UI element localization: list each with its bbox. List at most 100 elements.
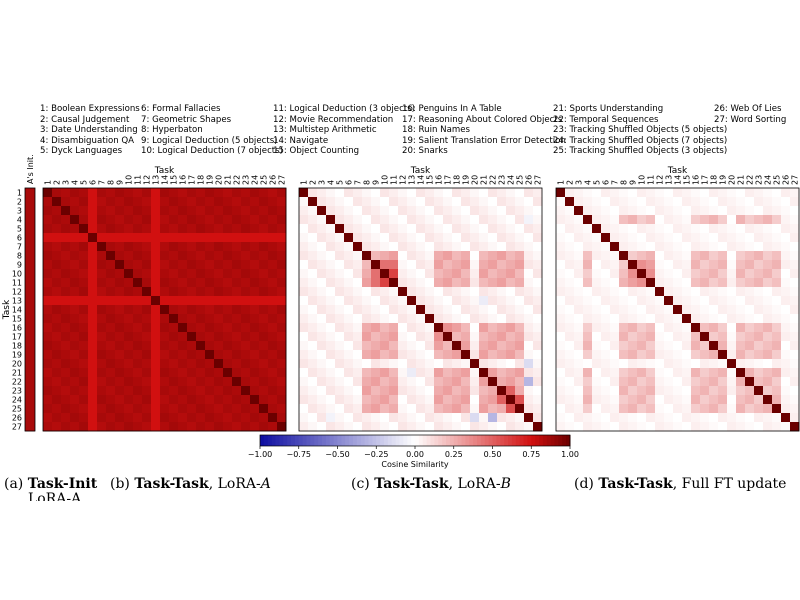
heat-cell [389, 359, 399, 369]
heat-cell [250, 269, 260, 279]
heat-cell [434, 422, 444, 432]
colorbar-segment [469, 435, 474, 446]
heat-cell [506, 377, 516, 387]
heat-cell [682, 377, 692, 387]
heat-cell [398, 296, 408, 306]
heat-cell [637, 233, 647, 243]
heat-cell [772, 287, 782, 297]
heat-cell [115, 251, 125, 261]
heat-cell [416, 215, 426, 225]
heat-cell [389, 305, 399, 315]
heat-cell [745, 368, 755, 378]
heat-cell [88, 395, 98, 405]
heat-cell [772, 377, 782, 387]
heat-cell [106, 413, 116, 423]
heat-cell [362, 386, 372, 396]
heat-cell [655, 197, 665, 207]
legend-entry: 15: Object Counting [273, 146, 360, 157]
heat-cell [515, 305, 525, 315]
heat-cell [565, 323, 575, 333]
heat-cell [380, 233, 390, 243]
heat-cell [637, 188, 647, 198]
heat-cell [398, 224, 408, 234]
heat-cell [524, 359, 534, 369]
heat-cell [88, 260, 98, 270]
heat-cell [259, 377, 269, 387]
heat-cell [61, 269, 71, 279]
heat-cell [124, 413, 134, 423]
heat-cell [178, 323, 188, 333]
x-tick-label: 26 [782, 175, 791, 185]
heat-cell [754, 251, 764, 261]
heat-cell [124, 278, 134, 288]
caption-d-rest: , Full FT update [672, 476, 787, 492]
heat-cell [754, 242, 764, 252]
heat-cell [277, 404, 287, 414]
legend-entry: 4: Disambiguation QA [40, 135, 135, 146]
colorbar-segment [496, 435, 501, 446]
heat-cell [196, 287, 206, 297]
heat-cell [727, 233, 737, 243]
heat-cell [398, 314, 408, 324]
heat-cell [583, 224, 593, 234]
heat-cell [353, 287, 363, 297]
heat-cell [178, 404, 188, 414]
x-tick-label: 14 [161, 175, 170, 185]
heat-cell [335, 206, 345, 216]
heat-cell [97, 350, 107, 360]
heat-cell [533, 332, 543, 342]
heat-cell [133, 224, 143, 234]
heat-cell [592, 368, 602, 378]
heat-cell [277, 278, 287, 288]
heat-cell [205, 368, 215, 378]
heat-cell [43, 350, 53, 360]
colorbar-segment [438, 435, 443, 446]
x-tick-label: 27 [791, 175, 800, 185]
heat-cell [214, 197, 224, 207]
heat-cell [781, 233, 791, 243]
heat-cell [745, 332, 755, 342]
heat-cell [61, 377, 71, 387]
heat-cell [691, 278, 701, 288]
heat-cell [497, 359, 507, 369]
heat-cell [277, 260, 287, 270]
heat-cell [727, 206, 737, 216]
colorbar-segment [500, 435, 505, 446]
heat-cell [610, 404, 620, 414]
heat-cell [241, 296, 251, 306]
heat-cell [790, 260, 800, 270]
heat-cell [610, 197, 620, 207]
panel-frame [24, 187, 36, 432]
heat-cell [601, 233, 611, 243]
heat-cell [646, 377, 656, 387]
heat-cell [416, 269, 426, 279]
heat-cell [601, 377, 611, 387]
heat-cell [407, 377, 417, 387]
heat-cell [434, 269, 444, 279]
heat-cell [277, 341, 287, 351]
heat-cell [241, 422, 251, 432]
heat-cell [691, 314, 701, 324]
heat-cell [169, 395, 179, 405]
heat-cell [61, 350, 71, 360]
heat-cell [524, 350, 534, 360]
heat-cell [745, 233, 755, 243]
heat-cell [205, 287, 215, 297]
heat-cell [250, 260, 260, 270]
heat-cell [673, 377, 683, 387]
heat-cell [664, 296, 674, 306]
heat-cell [583, 413, 593, 423]
heat-cell [515, 197, 525, 207]
heat-cell [682, 305, 692, 315]
heat-cell [628, 251, 638, 261]
heat-cell [389, 215, 399, 225]
heat-cell [205, 269, 215, 279]
heat-cell [398, 395, 408, 405]
heat-cell [506, 314, 516, 324]
heat-cell [335, 197, 345, 207]
heat-cell [88, 233, 98, 243]
heat-cell [52, 206, 62, 216]
heat-cell [277, 386, 287, 396]
heat-cell [709, 377, 719, 387]
heat-cell [317, 368, 327, 378]
